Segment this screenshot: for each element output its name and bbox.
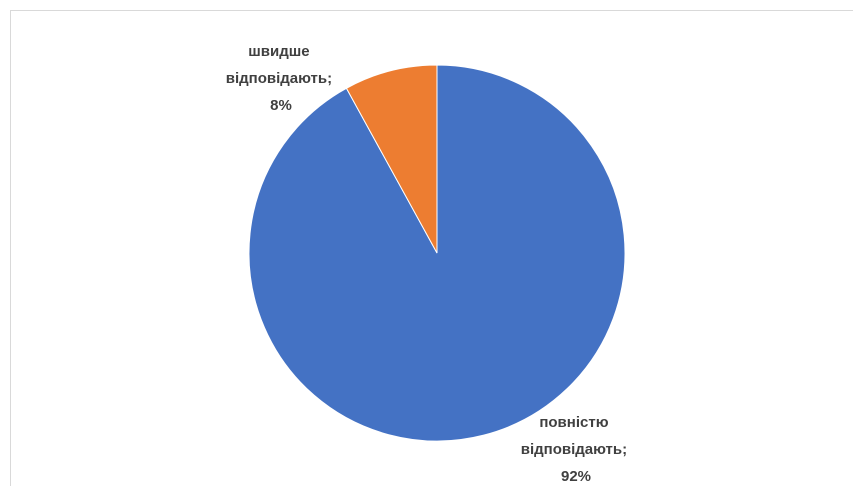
pie-slices xyxy=(248,64,626,442)
slice-label-rather: швидше відповідають; 8% xyxy=(226,43,337,114)
slice-label-rather-line-3: 8% xyxy=(270,97,292,114)
slice-label-fully-line-3: 92% xyxy=(561,468,591,485)
pie-slice-rather xyxy=(345,64,438,254)
slice-label-fully: повністю відповідають; 92% xyxy=(521,414,632,485)
slice-label-fully-line-2: відповідають; xyxy=(521,441,627,458)
slice-label-rather-line-2: відповідають; xyxy=(226,70,332,87)
slice-label-fully-line-1: повністю xyxy=(539,414,608,431)
slice-label-rather-line-1: швидше xyxy=(248,43,309,60)
